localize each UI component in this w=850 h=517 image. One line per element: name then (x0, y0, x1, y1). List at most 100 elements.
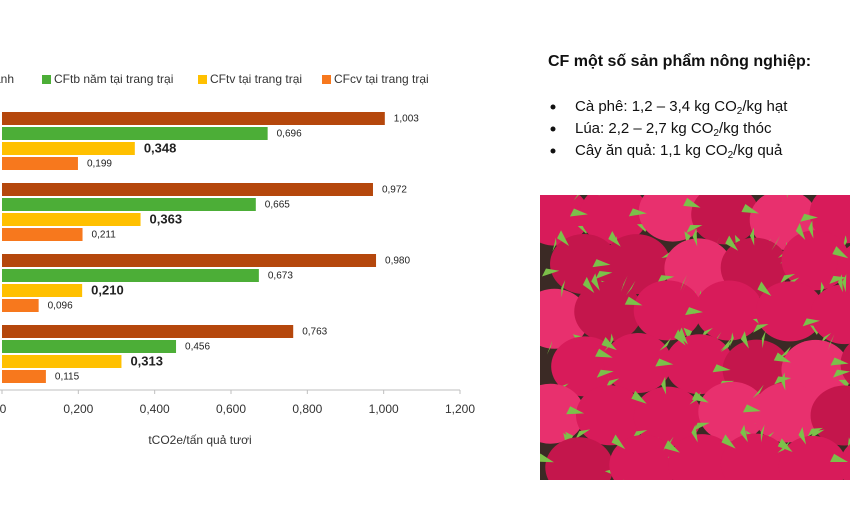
note-item: Cây ăn quả: 1,1 kg CO2/kg quả (575, 142, 783, 161)
x-tick-label: 0 (0, 402, 7, 416)
fruit-scale (513, 222, 530, 230)
fruit (545, 437, 614, 480)
note-text: /kg hạt (742, 98, 788, 115)
x-tick-label: 1,000 (369, 402, 399, 416)
fruit-scale (830, 453, 848, 462)
note-item: Lúa: 2,2 – 2,7 kg CO2/kg thóc (575, 120, 772, 139)
fruit (698, 381, 767, 442)
fruit-scale (719, 481, 728, 492)
bar (2, 112, 385, 125)
fruit-scale (620, 275, 628, 293)
value-label: 0,115 (55, 372, 80, 383)
fruit-scale (780, 273, 796, 284)
fruit-scale (720, 337, 732, 352)
note-text: Lúa: 2,2 – 2,7 kg CO (575, 120, 713, 137)
fruit (550, 234, 619, 295)
fruit-scale (780, 372, 786, 391)
x-tick-label: 0,400 (140, 402, 170, 416)
legend-swatch (42, 75, 51, 84)
fruit-scale (773, 352, 791, 363)
bar (2, 299, 39, 312)
fruit-scale (683, 327, 693, 340)
fruit-scale (540, 453, 554, 463)
fruits (511, 195, 850, 497)
fruit-scale (686, 225, 703, 234)
fruit (633, 280, 702, 341)
fruit-scale (740, 331, 749, 349)
x-tick-label: 0,800 (292, 402, 322, 416)
fruit-scale (832, 246, 849, 259)
fruit (574, 281, 643, 342)
fruit-scale (541, 268, 560, 277)
note-item: Cà phê: 1,2 – 3,4 kg CO2/kg hạt (575, 98, 788, 117)
fruit-scale (605, 378, 620, 389)
fruit-scale (769, 482, 777, 494)
legend-label: CFcv tại trang trại (334, 72, 429, 86)
bar (2, 370, 46, 383)
fruit-scale (820, 281, 825, 296)
fruit (691, 195, 760, 245)
fruit-scale (684, 231, 691, 244)
fruit-scale (760, 424, 765, 443)
fruit (720, 433, 789, 480)
bullet (550, 126, 556, 132)
fruit-scale (608, 231, 621, 247)
legend-label: ạnh (0, 72, 14, 86)
fruit-scale (566, 406, 585, 415)
fruit-scale (596, 369, 614, 378)
fruit-scale (786, 277, 800, 289)
fruit-scale (569, 208, 588, 217)
value-label: 0,096 (48, 301, 73, 312)
fruit-scale (663, 440, 680, 453)
value-label: 0,363 (150, 211, 183, 226)
fruit-scale (553, 485, 565, 497)
fruit-scale (761, 330, 766, 349)
fruit (781, 230, 850, 291)
fruit-scale (757, 281, 772, 296)
bar (2, 325, 294, 338)
bar (2, 183, 373, 196)
fruit-scale (552, 237, 557, 252)
fruit-scale (628, 208, 647, 217)
fruit-scale (712, 364, 731, 373)
value-label: 0,696 (277, 129, 302, 140)
note-text: /kg thóc (719, 120, 772, 137)
fruit (668, 434, 737, 480)
value-label: 0,763 (302, 327, 327, 338)
fruit-scale (561, 279, 566, 298)
bar (2, 269, 259, 282)
fruit-scale (729, 332, 734, 347)
fruit-scale (789, 485, 800, 497)
fruit-scale (680, 274, 688, 292)
fruit-scale (595, 271, 613, 280)
fruit-scale (808, 220, 814, 239)
note-text: 2 (737, 106, 743, 117)
fruit-scale (725, 235, 739, 251)
fruit-scale (595, 348, 613, 358)
note-text: Cây ăn quả: 1,1 kg CO (575, 142, 728, 159)
fruit-scale (661, 376, 667, 395)
fruit-scale (592, 259, 611, 268)
legend-label: CFtb năm tại trang trại (54, 72, 173, 86)
x-axis-title: tCO2e/tấn quả tươi (148, 433, 251, 447)
fruit-scale (753, 323, 769, 333)
fruit-scale (685, 307, 704, 316)
bar (2, 254, 377, 267)
fruit-scale (827, 334, 835, 351)
value-label: 0,313 (130, 353, 163, 368)
fruit (633, 386, 702, 447)
fruit-scale (591, 273, 600, 291)
x-tick-label: 0,600 (216, 402, 246, 416)
fruit (694, 280, 763, 341)
legend-swatch (198, 75, 207, 84)
bullet (550, 148, 556, 154)
value-label: 0,665 (265, 200, 290, 211)
fruit-scale (511, 319, 529, 327)
fruit-scale (741, 204, 759, 214)
fruit (602, 234, 671, 295)
note-text: /kg quả (733, 142, 783, 159)
fruit-scale (691, 424, 698, 443)
fruit-scale (625, 280, 636, 296)
fruit (579, 195, 648, 245)
